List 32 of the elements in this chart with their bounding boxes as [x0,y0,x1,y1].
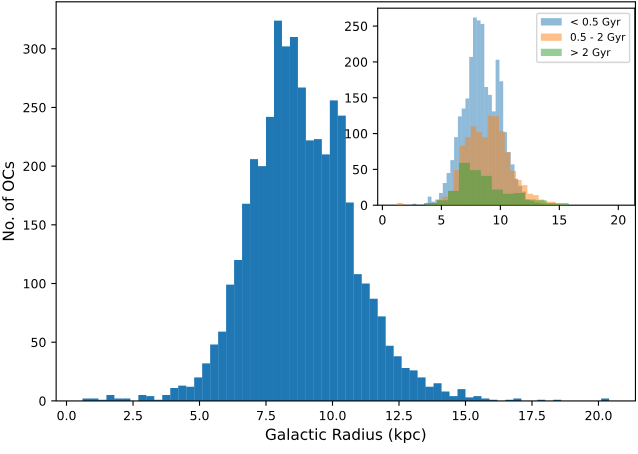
y-tick-label: 250 [23,102,46,112]
x-tick-label: 5 [438,215,444,225]
y-tick-label: 250 [345,22,368,32]
x-tick-label: 0.0 [57,410,76,420]
x-axis-title: Galactic Radius (kpc) [266,428,426,444]
legend-label: < 0.5 Gyr [571,18,620,28]
legend-label: > 2 Gyr [571,48,611,58]
y-tick-label: 150 [24,220,46,230]
y-tick-label: 300 [24,44,46,54]
y-tick-label: 50 [31,338,46,348]
y-tick-label: 100 [24,278,46,288]
y-tick-label: 100 [345,129,368,138]
y-tick-label: 200 [23,162,46,172]
x-tick-label: 2.5 [124,410,142,420]
y-tick-label: 150 [345,93,368,103]
x-tick-label: 17.5 [519,410,545,420]
y-tick-label: 50 [353,164,368,174]
legend-label: 0.5 - 2 Gyr [570,33,626,43]
y-tick-label: 200 [345,57,368,67]
y-tick-label: 0 [39,396,46,406]
x-tick-label: 5.0 [190,410,209,420]
y-axis-title: No. of OCs [2,162,14,240]
x-tick-label: 15 [552,215,566,225]
x-tick-label: 12.5 [386,410,412,420]
y-tick-label: 0 [360,200,368,210]
x-tick-label: 20 [611,215,626,225]
x-tick-label: 10.0 [320,410,346,420]
x-tick-label: 10 [494,215,508,225]
x-tick-label: 20.0 [585,410,612,420]
x-tick-label: 7.5 [257,410,275,420]
x-tick-label: 0 [379,215,386,225]
x-tick-label: 15.0 [452,410,479,420]
